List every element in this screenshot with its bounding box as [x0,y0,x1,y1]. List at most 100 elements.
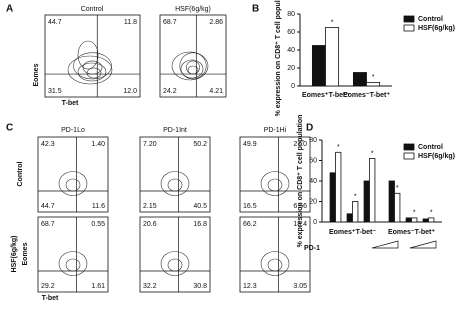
pd1-triangle [409,240,437,249]
x-tick-label: Eomes⁻T-bet⁺ [343,92,390,99]
bar [369,158,376,223]
contour [58,251,88,276]
quadrant-value: 29.2 [41,283,55,290]
contour [167,258,183,272]
quadrant-value: 30.8 [193,283,207,290]
bar [352,72,367,87]
panel-label: C [6,123,13,134]
contour [167,178,183,192]
panel-label: D [306,123,313,134]
group-label: Eomes⁺T-bet⁻ [329,229,376,236]
row-label: HSF(6g/kg) [11,236,18,273]
contour [160,171,190,196]
significance-mark: * [430,210,433,217]
contour [260,171,290,196]
axis-label: Eomes [33,63,40,86]
axis-label: Eomes [22,242,29,265]
x-tick-label: Eomes⁺T-bet⁻ [302,92,349,99]
quadrant-value: 4.21 [209,88,223,95]
legend-swatch [403,143,415,151]
legend-label: HSF(6g/kg) [418,153,455,160]
quadrant-value: 11.6 [92,203,105,210]
quadrant-value: 66.2 [243,221,257,228]
flow-plot [37,216,109,293]
quadrant-value: 1.40 [91,141,105,148]
contour [267,178,283,192]
quadrant-value: 18.4 [293,221,307,228]
bar [325,27,340,87]
bar [428,217,435,223]
contour [58,171,88,196]
bar [311,45,326,87]
group-label: Eomes⁻T-bet⁺ [388,229,435,236]
row-label: Control [17,162,24,187]
quadrant-value: 12.3 [243,283,257,290]
y-tick-label: 40 [309,178,317,185]
y-tick-label: 20 [309,198,317,205]
significance-mark: * [331,19,334,26]
quadrant-value: 12.0 [123,88,137,95]
y-tick-label: 80 [309,137,317,144]
y-tick-label: 20 [287,65,295,72]
panel-label: A [6,4,13,15]
quadrant-value: 0.55 [91,221,105,228]
quadrant-value: 27.0 [293,141,307,148]
quadrant-value: 2.15 [143,203,157,210]
quadrant-value: 42.3 [41,141,55,148]
flow-plot [239,216,311,293]
quadrant-value: 20.6 [143,221,157,228]
significance-mark: * [337,144,340,151]
column-title: PD-1Hi [264,127,287,134]
quadrant-value: 16.5 [243,203,257,210]
bar [405,217,412,223]
flow-plot [139,216,211,293]
y-axis-label: % expression on CD8⁺ T cell population [297,115,304,248]
flow-plot [44,14,141,98]
y-tick-label: 60 [309,157,317,164]
panel-label: B [252,4,259,15]
quadrant-value: 3.05 [293,283,307,290]
quadrant-value: 7.20 [143,141,157,148]
quadrant-value: 68.7 [163,19,177,26]
column-title: Control [81,6,104,13]
flow-plot [239,136,311,213]
quadrant-value: 40.5 [193,203,207,210]
legend-swatch [403,24,415,32]
flow-plot [159,14,227,98]
quadrant-value: 50.2 [193,141,207,148]
contour [267,258,283,272]
axis-label: T-bet [62,100,79,107]
quadrant-value: 2.86 [209,19,223,26]
contour [260,251,290,276]
y-tick-label: 0 [313,219,317,226]
y-tick-label: 40 [287,47,295,54]
significance-mark: * [396,185,399,192]
column-title: HSF(6g/kg) [175,6,211,13]
quadrant-value: 11.8 [124,19,137,26]
bar [422,218,429,223]
pd1-triangle [371,240,399,249]
quadrant-value: 6.56 [293,203,307,210]
significance-mark: * [371,150,374,157]
contour [73,52,112,80]
bar [352,201,359,223]
quadrant-value: 1.61 [91,283,105,290]
quadrant-value: 32.2 [143,283,157,290]
bar [366,82,381,87]
contour [65,178,81,192]
bar [329,172,336,223]
x-axis-label: PD-1 [304,245,320,252]
contour [65,258,81,272]
contour [186,60,200,75]
contour [82,60,103,75]
bar [335,151,342,223]
contour [160,251,190,276]
legend-swatch [403,152,415,160]
flow-plot [37,136,109,213]
bar [411,217,418,223]
y-tick-label: 80 [287,11,295,18]
bar [388,180,395,223]
column-title: PD-1Lo [61,127,85,134]
bar [363,180,370,223]
legend-label: Control [418,144,443,151]
